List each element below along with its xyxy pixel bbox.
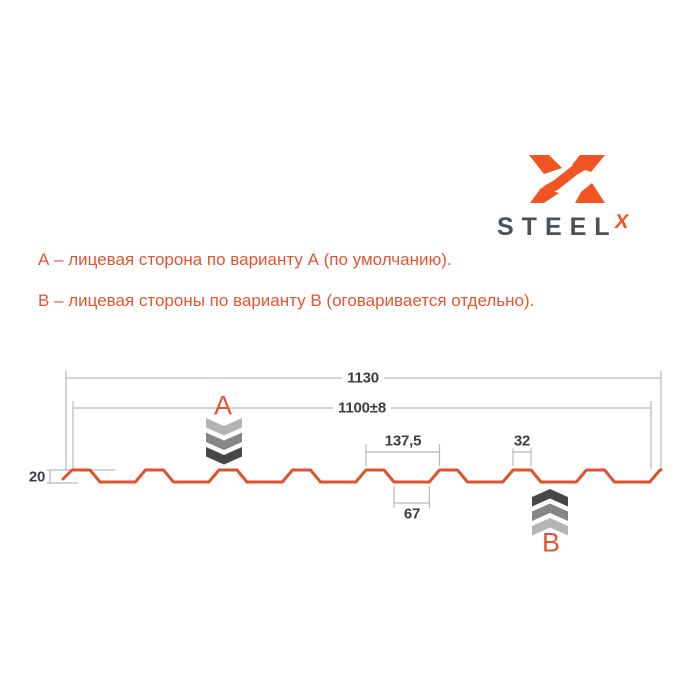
note-variant-a: А – лицевая сторона по варианту А (по ум…: [38, 250, 452, 269]
dim-rib-pitch: 137,5: [379, 433, 427, 449]
note-variant-b: В – лицевая стороны по варианту В (огова…: [38, 291, 535, 310]
side-a-chevrons-icon: [206, 418, 242, 465]
dim-valley: 67: [398, 506, 426, 522]
brand-wordmark: STEELX: [497, 211, 667, 242]
steelx-logo-icon: [529, 155, 605, 203]
marker-side-a: А: [213, 390, 233, 421]
marker-side-b: В: [541, 527, 561, 558]
dimension-lines: [44, 371, 662, 508]
dim-overall-width: 1130: [342, 370, 384, 386]
dim-working-width: 1100±8: [333, 400, 391, 416]
profile-outline: [61, 468, 663, 484]
side-b-chevrons-icon: [532, 489, 568, 536]
brand-text: STEEL: [497, 213, 618, 241]
dim-rib-top: 32: [508, 433, 536, 449]
dim-height: 20: [26, 468, 48, 486]
